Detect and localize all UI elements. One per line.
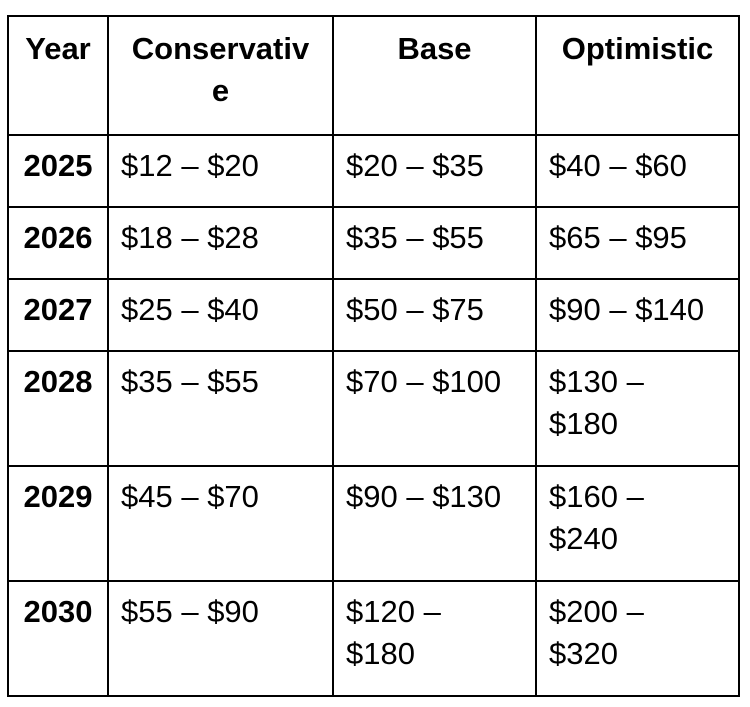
conservative-value-cell: $25 – $40 [107, 278, 334, 352]
table-row: 2029 $45 – $70 $90 – $130 $160 – $240 [7, 465, 740, 582]
optimistic-value-cell: $130 – $180 [535, 350, 740, 467]
column-header-conservative: Conservativ e [107, 15, 334, 136]
base-value-cell: $20 – $35 [332, 134, 537, 208]
table-row: 2026 $18 – $28 $35 – $55 $65 – $95 [7, 206, 740, 280]
conservative-value-cell: $35 – $55 [107, 350, 334, 467]
conservative-value-cell: $45 – $70 [107, 465, 334, 582]
optimistic-value-cell: $90 – $140 [535, 278, 740, 352]
header-row: Year Conservativ e Base Optimistic [7, 15, 740, 136]
base-value-cell: $35 – $55 [332, 206, 537, 280]
year-cell: 2027 [7, 278, 109, 352]
table-row: 2028 $35 – $55 $70 – $100 $130 – $180 [7, 350, 740, 467]
base-value-cell: $50 – $75 [332, 278, 537, 352]
base-value-cell: $70 – $100 [332, 350, 537, 467]
year-cell: 2030 [7, 580, 109, 697]
forecast-table: Year Conservativ e Base Optimistic 2025 … [7, 15, 740, 697]
table-row: 2030 $55 – $90 $120 – $180 $200 – $320 [7, 580, 740, 697]
optimistic-value-cell: $40 – $60 [535, 134, 740, 208]
conservative-value-cell: $18 – $28 [107, 206, 334, 280]
optimistic-value-cell: $65 – $95 [535, 206, 740, 280]
column-header-year: Year [7, 15, 109, 136]
year-cell: 2025 [7, 134, 109, 208]
conservative-value-cell: $12 – $20 [107, 134, 334, 208]
year-cell: 2026 [7, 206, 109, 280]
base-value-cell: $120 – $180 [332, 580, 537, 697]
column-header-optimistic: Optimistic [535, 15, 740, 136]
table-row: 2027 $25 – $40 $50 – $75 $90 – $140 [7, 278, 740, 352]
optimistic-value-cell: $160 – $240 [535, 465, 740, 582]
table-row: 2025 $12 – $20 $20 – $35 $40 – $60 [7, 134, 740, 208]
year-cell: 2028 [7, 350, 109, 467]
year-cell: 2029 [7, 465, 109, 582]
base-value-cell: $90 – $130 [332, 465, 537, 582]
conservative-value-cell: $55 – $90 [107, 580, 334, 697]
optimistic-value-cell: $200 – $320 [535, 580, 740, 697]
column-header-base: Base [332, 15, 537, 136]
